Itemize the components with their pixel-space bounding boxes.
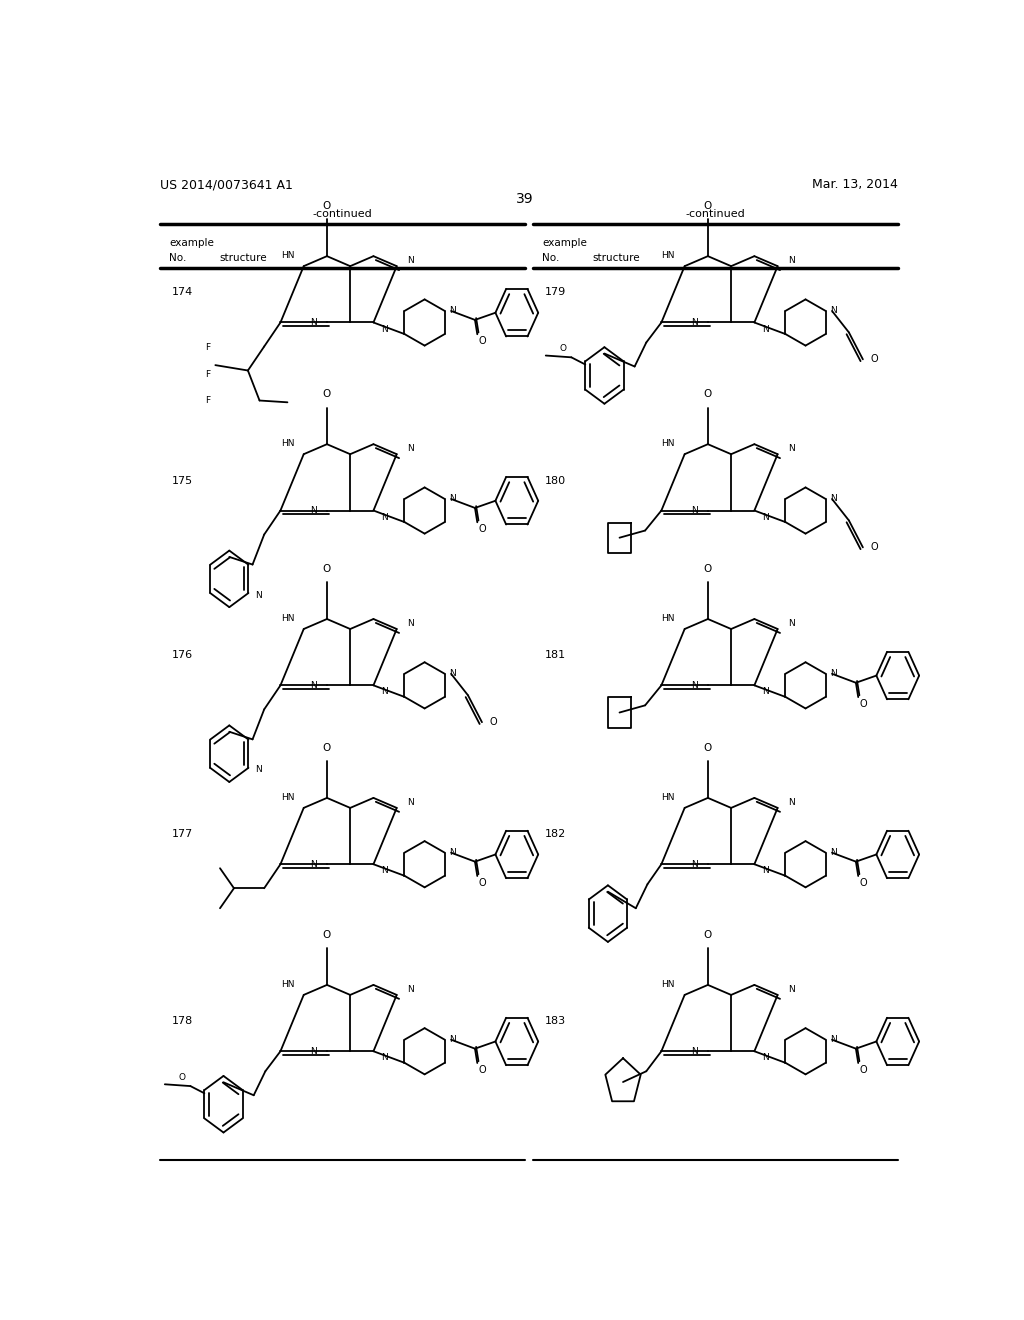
Text: N: N bbox=[830, 849, 837, 857]
Text: example: example bbox=[169, 238, 214, 248]
Text: N: N bbox=[255, 766, 261, 775]
Text: 178: 178 bbox=[172, 1016, 193, 1026]
Text: 176: 176 bbox=[172, 651, 193, 660]
Text: O: O bbox=[478, 1065, 485, 1076]
Text: 179: 179 bbox=[545, 288, 566, 297]
Text: N: N bbox=[310, 1047, 316, 1056]
Text: 182: 182 bbox=[545, 829, 566, 840]
Text: No.: No. bbox=[543, 253, 560, 263]
Text: 177: 177 bbox=[172, 829, 193, 840]
Text: N: N bbox=[450, 1035, 456, 1044]
Text: O: O bbox=[478, 878, 485, 888]
Text: O: O bbox=[703, 389, 712, 400]
Text: O: O bbox=[323, 931, 331, 940]
Text: F: F bbox=[206, 370, 211, 379]
Text: 181: 181 bbox=[545, 651, 566, 660]
Text: N: N bbox=[691, 681, 697, 690]
Text: structure: structure bbox=[592, 253, 640, 263]
Text: N: N bbox=[407, 619, 414, 628]
Text: HN: HN bbox=[662, 979, 675, 989]
Text: N: N bbox=[762, 1053, 769, 1063]
Text: N: N bbox=[381, 325, 388, 334]
Text: O: O bbox=[478, 524, 485, 535]
Text: HN: HN bbox=[662, 614, 675, 623]
Text: O: O bbox=[859, 1065, 866, 1076]
Text: HN: HN bbox=[281, 251, 294, 260]
Text: 183: 183 bbox=[545, 1016, 566, 1026]
Text: HN: HN bbox=[281, 979, 294, 989]
Text: N: N bbox=[830, 495, 837, 503]
Text: N: N bbox=[310, 318, 316, 327]
Text: 180: 180 bbox=[545, 475, 566, 486]
Text: 39: 39 bbox=[516, 191, 534, 206]
Text: N: N bbox=[691, 859, 697, 869]
Text: HN: HN bbox=[662, 793, 675, 803]
Text: O: O bbox=[703, 743, 712, 754]
Text: N: N bbox=[787, 799, 795, 807]
Text: N: N bbox=[310, 859, 316, 869]
Text: O: O bbox=[323, 743, 331, 754]
Text: N: N bbox=[787, 256, 795, 265]
Text: N: N bbox=[450, 849, 456, 857]
Text: N: N bbox=[830, 1035, 837, 1044]
Text: O: O bbox=[870, 354, 879, 364]
Text: N: N bbox=[450, 306, 456, 315]
Text: O: O bbox=[859, 700, 866, 709]
Text: N: N bbox=[381, 512, 388, 521]
Text: O: O bbox=[489, 717, 498, 727]
Text: N: N bbox=[310, 506, 316, 515]
Text: O: O bbox=[179, 1073, 185, 1081]
Text: N: N bbox=[691, 506, 697, 515]
Text: N: N bbox=[381, 866, 388, 875]
Text: O: O bbox=[323, 564, 331, 574]
Text: N: N bbox=[381, 688, 388, 697]
Text: N: N bbox=[762, 688, 769, 697]
Text: US 2014/0073641 A1: US 2014/0073641 A1 bbox=[160, 178, 293, 191]
Text: N: N bbox=[381, 1053, 388, 1063]
Text: example: example bbox=[543, 238, 587, 248]
Text: N: N bbox=[691, 318, 697, 327]
Text: -continued: -continued bbox=[312, 210, 372, 219]
Text: N: N bbox=[407, 985, 414, 994]
Text: HN: HN bbox=[281, 793, 294, 803]
Text: 175: 175 bbox=[172, 475, 193, 486]
Text: O: O bbox=[859, 878, 866, 888]
Text: No.: No. bbox=[169, 253, 186, 263]
Text: N: N bbox=[407, 799, 414, 807]
Text: HN: HN bbox=[281, 440, 294, 449]
Text: 174: 174 bbox=[172, 288, 193, 297]
Text: HN: HN bbox=[662, 440, 675, 449]
Text: N: N bbox=[450, 495, 456, 503]
Text: N: N bbox=[691, 1047, 697, 1056]
Text: Mar. 13, 2014: Mar. 13, 2014 bbox=[812, 178, 898, 191]
Text: O: O bbox=[870, 543, 879, 552]
Text: -continued: -continued bbox=[685, 210, 745, 219]
Text: HN: HN bbox=[662, 251, 675, 260]
Text: N: N bbox=[787, 619, 795, 628]
Text: N: N bbox=[407, 256, 414, 265]
Text: F: F bbox=[206, 396, 211, 405]
Text: N: N bbox=[255, 590, 261, 599]
Text: N: N bbox=[310, 681, 316, 690]
Text: N: N bbox=[830, 669, 837, 678]
Text: O: O bbox=[703, 202, 712, 211]
Text: N: N bbox=[407, 445, 414, 454]
Text: N: N bbox=[830, 306, 837, 315]
Text: O: O bbox=[478, 337, 485, 346]
Text: O: O bbox=[703, 564, 712, 574]
Text: N: N bbox=[762, 866, 769, 875]
Text: O: O bbox=[703, 931, 712, 940]
Text: N: N bbox=[787, 445, 795, 454]
Text: F: F bbox=[206, 343, 211, 351]
Text: O: O bbox=[323, 389, 331, 400]
Text: N: N bbox=[787, 985, 795, 994]
Text: HN: HN bbox=[281, 614, 294, 623]
Text: structure: structure bbox=[219, 253, 267, 263]
Text: N: N bbox=[762, 512, 769, 521]
Text: N: N bbox=[762, 325, 769, 334]
Text: N: N bbox=[450, 669, 456, 678]
Text: O: O bbox=[560, 345, 566, 352]
Text: O: O bbox=[323, 202, 331, 211]
